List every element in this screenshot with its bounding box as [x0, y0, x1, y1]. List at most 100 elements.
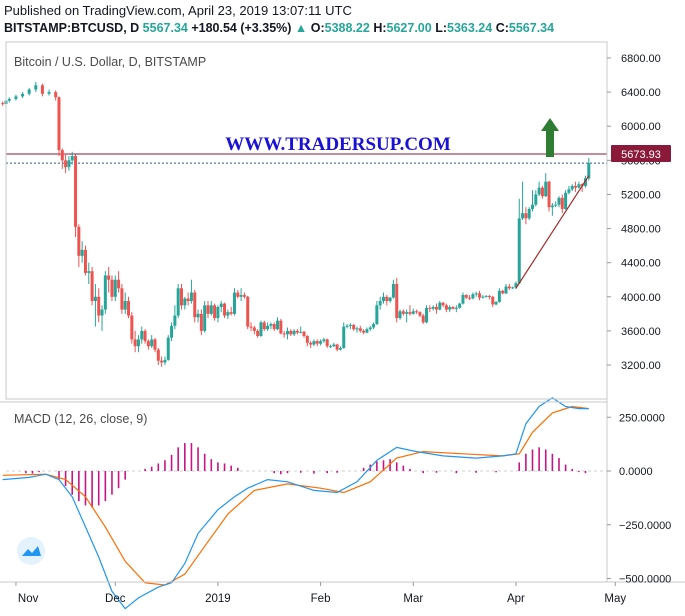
open-label: O:	[310, 21, 325, 35]
macd-histogram-bar	[78, 471, 80, 502]
candle-body	[216, 307, 220, 319]
candle-body	[285, 330, 289, 335]
watermark-text: WWW.TRADERSUP.COM	[225, 134, 451, 155]
macd-pane[interactable]: MACD (12, 26, close, 9)	[2, 397, 607, 610]
price-tick-label: 4000.00	[621, 292, 661, 304]
high-value: 5627.00	[386, 21, 432, 35]
candle-body	[143, 330, 147, 342]
candle-body	[540, 187, 544, 197]
candle-body	[312, 341, 316, 345]
candle-body	[458, 303, 462, 308]
candle-body	[583, 178, 587, 186]
last-price-badge	[611, 145, 671, 163]
candle-body	[117, 279, 121, 289]
candle-body	[120, 288, 124, 310]
candle-body	[150, 339, 154, 347]
macd-histogram-bar	[144, 468, 146, 471]
candle-body	[481, 296, 485, 298]
close-label: C:	[495, 21, 509, 35]
candle-body	[14, 96, 18, 99]
macd-histogram-bar	[518, 462, 521, 471]
candle-body	[375, 305, 379, 325]
candle-body	[574, 185, 578, 188]
macd-histogram-bar	[273, 471, 276, 474]
candle-body	[47, 92, 51, 94]
candle-body	[289, 330, 293, 335]
candle-body	[266, 325, 270, 330]
time-tick-label: Apr	[507, 593, 525, 605]
macd-histogram-bar	[525, 453, 527, 471]
candle-body	[40, 85, 44, 94]
candle-body	[368, 327, 372, 330]
candle-body	[557, 197, 561, 205]
candle-body	[299, 331, 303, 333]
candle-body	[504, 286, 508, 294]
candle-body	[431, 307, 435, 309]
macd-histogram-bar	[564, 464, 567, 471]
price-pane[interactable]: Bitcoin / U.S. Dollar, D, BITSTAMP WWW.TR…	[1, 55, 607, 367]
candle-body	[517, 218, 521, 284]
macd-histogram-bar	[38, 471, 40, 473]
candle-body	[100, 309, 104, 316]
candle-body	[395, 283, 399, 319]
candle-body	[345, 325, 349, 327]
time-tick-label: Nov	[18, 593, 39, 605]
macd-histogram-bar	[475, 471, 478, 473]
candle-body	[348, 324, 352, 326]
candle-body	[107, 275, 111, 280]
candle-body	[448, 307, 452, 310]
macd-tick-label: −500.0000	[619, 574, 671, 586]
candle-body	[441, 302, 445, 306]
candle-body	[133, 339, 137, 347]
candle-body	[322, 339, 326, 342]
candle-body	[332, 344, 336, 347]
candle-body	[478, 293, 482, 298]
candle-body	[468, 297, 472, 299]
macd-histogram-bar	[402, 465, 405, 471]
candle-body	[87, 271, 91, 273]
price-tick-label: 6000.00	[621, 121, 661, 133]
macd-tick-label: 250.0000	[619, 412, 665, 424]
candle-body	[388, 297, 392, 302]
candle-body	[219, 303, 223, 308]
candle-body	[276, 320, 280, 330]
arrow-shaft-icon	[546, 130, 554, 157]
candle-body	[203, 305, 207, 331]
macd-histogram-bar	[584, 471, 587, 474]
price-pane-title: Bitcoin / U.S. Dollar, D, BITSTAMP	[14, 55, 206, 69]
macd-histogram-bar	[117, 471, 120, 489]
candle-body	[256, 330, 260, 337]
time-tick-label: 2019	[205, 593, 231, 605]
candle-body	[514, 283, 518, 288]
macd-histogram-bar	[551, 453, 554, 471]
last-price-label: 5673.93	[621, 149, 661, 161]
candle-body	[577, 184, 581, 188]
candle-body	[229, 312, 233, 314]
macd-histogram-bar	[217, 462, 219, 471]
candle-body	[156, 349, 160, 361]
macd-histogram-bar	[124, 471, 127, 480]
macd-histogram-bar	[190, 443, 193, 471]
macd-histogram-bar	[177, 447, 179, 471]
macd-histogram-bar	[362, 467, 365, 471]
candle-body	[292, 330, 296, 335]
macd-pane-title: MACD (12, 26, close, 9)	[14, 412, 147, 426]
candle-body	[411, 311, 415, 314]
candle-body	[444, 305, 448, 310]
macd-histogram-bar	[223, 463, 226, 471]
macd-histogram-bar	[299, 471, 302, 473]
candle-body	[434, 307, 438, 310]
price-tick-label: 6800.00	[621, 53, 661, 65]
candle-body	[511, 287, 515, 289]
macd-histogram-bar	[280, 471, 282, 475]
candle-body	[454, 307, 458, 309]
time-tick-label: Mar	[403, 593, 423, 605]
up-arrow-icon	[541, 118, 559, 131]
candle-body	[1, 103, 5, 105]
candle-body	[70, 156, 74, 161]
candle-body	[461, 295, 465, 304]
support-trendline	[515, 175, 590, 289]
macd-histogram-bar	[111, 471, 113, 495]
candle-body	[408, 312, 412, 314]
